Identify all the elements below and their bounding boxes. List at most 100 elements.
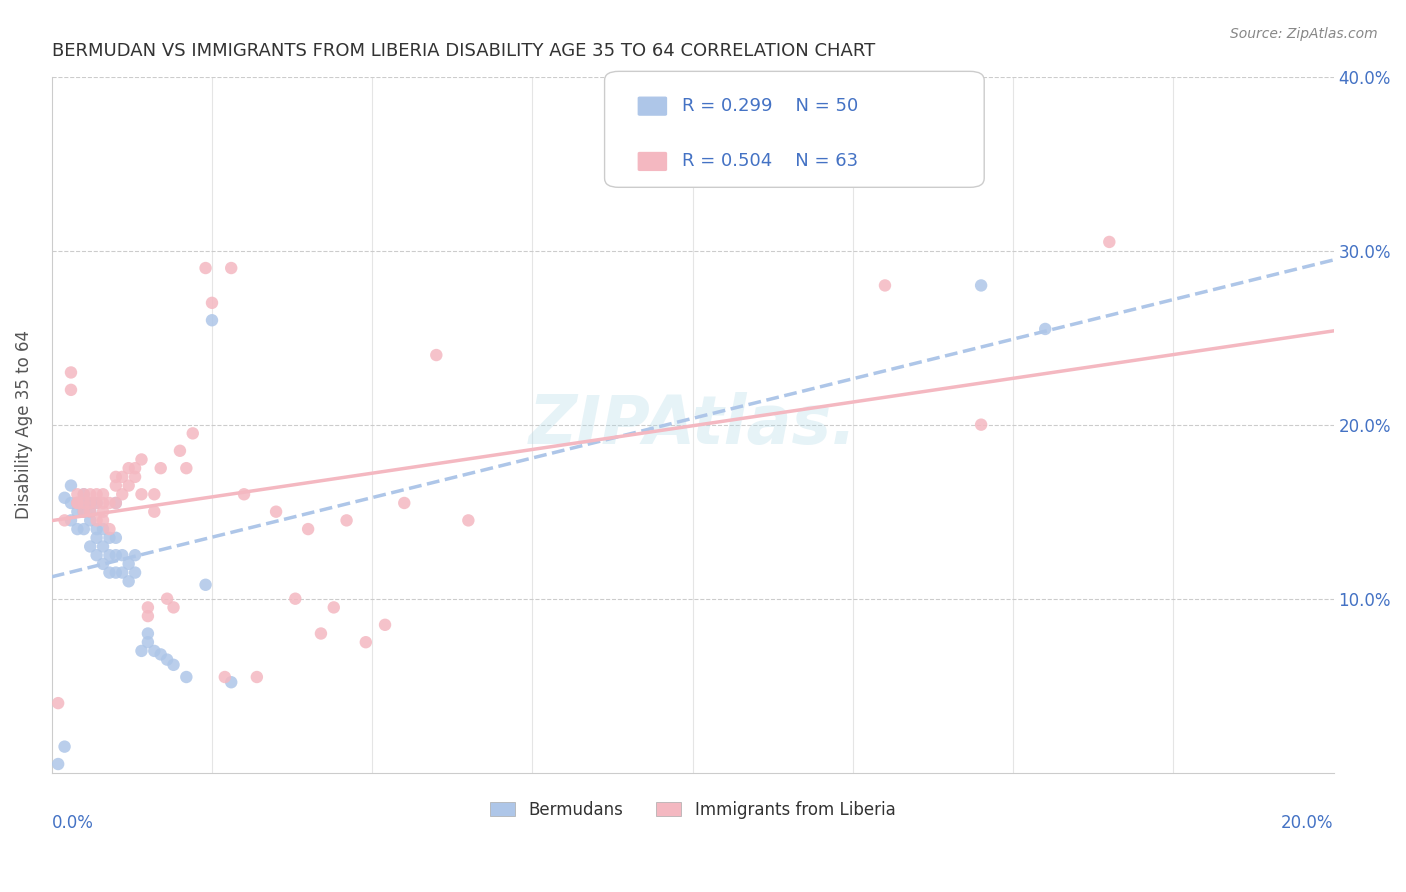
Point (425, 348, 447, 362)
Point (181, 426, 204, 441)
Point (59, 478, 82, 492)
Point (201, 296, 224, 310)
Point (46, 757, 69, 772)
Point (264, 505, 287, 519)
Point (79, 496, 101, 510)
Point (219, 675, 242, 690)
Point (136, 635, 159, 649)
Point (59, 513, 82, 527)
Point (201, 313, 224, 327)
Point (118, 557, 141, 571)
Point (136, 609, 159, 624)
Point (73, 487, 96, 501)
Point (169, 443, 191, 458)
Point (91, 487, 114, 501)
Point (104, 496, 127, 510)
Point (149, 648, 172, 662)
Point (194, 578, 217, 592)
Point (59, 383, 82, 397)
Text: R = 0.504    N = 63: R = 0.504 N = 63 (682, 153, 858, 170)
Point (86, 522, 108, 536)
Point (104, 566, 127, 580)
Point (136, 600, 159, 615)
Point (91, 496, 114, 510)
Point (374, 617, 396, 632)
Point (79, 540, 101, 554)
Point (86, 513, 108, 527)
Point (73, 487, 96, 501)
Point (118, 461, 141, 475)
Point (111, 566, 134, 580)
Point (309, 626, 332, 640)
Point (143, 505, 166, 519)
Point (86, 496, 108, 510)
Point (91, 557, 114, 571)
Point (46, 696, 69, 710)
Point (91, 540, 114, 554)
Point (156, 652, 179, 666)
Point (59, 496, 82, 510)
Point (104, 548, 127, 562)
Point (297, 522, 319, 536)
Point (66, 487, 89, 501)
Point (98, 496, 121, 510)
Point (1098, 235, 1121, 249)
Point (246, 670, 269, 684)
Point (79, 487, 101, 501)
Point (176, 670, 198, 684)
Point (143, 487, 166, 501)
Point (98, 548, 121, 562)
Point (970, 278, 993, 293)
Point (124, 470, 146, 484)
Point (73, 496, 96, 510)
Legend: Bermudans, Immigrants from Liberia: Bermudans, Immigrants from Liberia (481, 792, 904, 827)
Point (124, 566, 146, 580)
Point (104, 470, 127, 484)
Point (118, 478, 141, 492)
Point (176, 461, 198, 475)
Point (970, 417, 993, 432)
Point (86, 487, 108, 501)
Point (156, 591, 179, 606)
Point (873, 278, 896, 293)
Text: ZIPAtlas.: ZIPAtlas. (529, 392, 856, 458)
Point (219, 260, 242, 275)
Point (79, 505, 101, 519)
Point (79, 496, 101, 510)
Point (79, 505, 101, 519)
Point (66, 496, 89, 510)
Point (98, 531, 121, 545)
Point (394, 496, 416, 510)
Point (66, 496, 89, 510)
Point (124, 461, 146, 475)
Point (104, 531, 127, 545)
Point (73, 505, 96, 519)
Point (86, 548, 108, 562)
Point (1033, 322, 1056, 336)
Y-axis label: Disability Age 35 to 64: Disability Age 35 to 64 (15, 330, 32, 519)
Point (98, 566, 121, 580)
Point (111, 487, 134, 501)
Point (73, 496, 96, 510)
Point (149, 461, 172, 475)
Text: 0.0%: 0.0% (52, 814, 94, 832)
Point (131, 452, 153, 467)
Point (233, 487, 256, 501)
Point (124, 548, 146, 562)
Text: BERMUDAN VS IMMIGRANTS FROM LIBERIA DISABILITY AGE 35 TO 64 CORRELATION CHART: BERMUDAN VS IMMIGRANTS FROM LIBERIA DISA… (52, 42, 875, 60)
Point (79, 513, 101, 527)
Point (143, 644, 166, 658)
Point (111, 548, 134, 562)
Point (131, 487, 153, 501)
Text: 20.0%: 20.0% (1281, 814, 1334, 832)
Text: R = 0.299    N = 50: R = 0.299 N = 50 (682, 97, 858, 115)
Point (214, 670, 236, 684)
Point (66, 522, 89, 536)
Point (162, 657, 184, 672)
Point (457, 513, 479, 527)
Point (91, 513, 114, 527)
Point (53, 491, 76, 505)
Point (91, 522, 114, 536)
Point (53, 739, 76, 754)
Point (73, 505, 96, 519)
